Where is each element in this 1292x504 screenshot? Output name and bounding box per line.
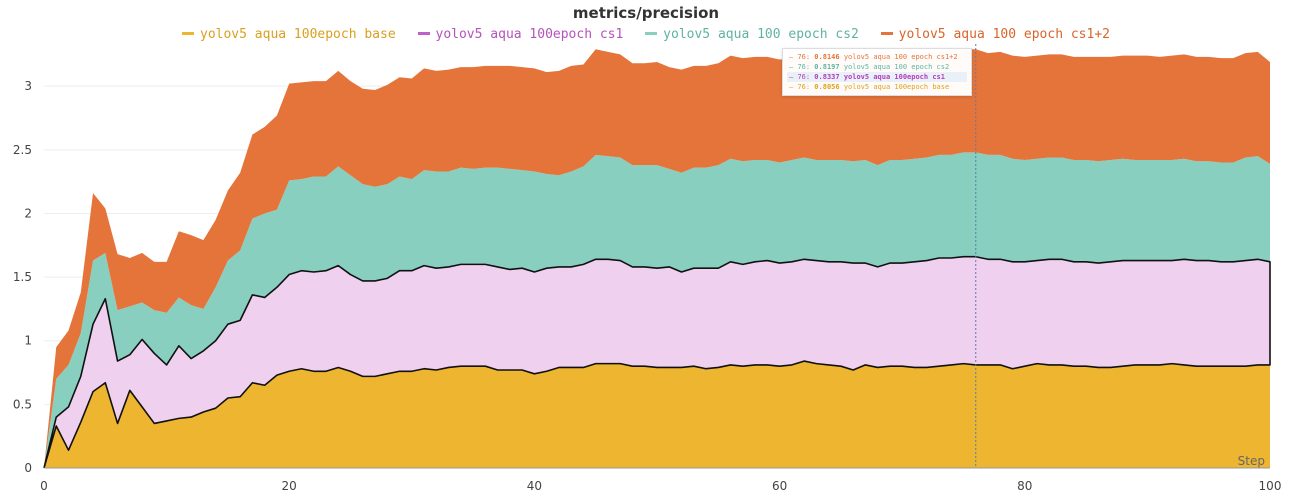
legend-swatch-cs2 [645,32,658,35]
area-series-3 [44,49,1270,468]
tooltip-swatch: — [789,53,798,61]
tooltip-series-name: yolov5 aqua 100epoch cs1 [843,73,945,81]
legend-item-cs1-2[interactable]: yolov5 aqua 100 epoch cs1+2 [880,27,1110,42]
x-tick-label-3: 60 [772,479,787,493]
legend-swatch-cs1-2 [880,32,893,35]
y-tick-label-2: 1 [24,334,32,348]
tooltip-swatch: — [789,73,798,81]
x-tick-label-5: 100 [1259,479,1282,493]
tooltip-swatch: — [789,63,798,71]
legend-swatch-cs1 [417,32,430,35]
legend-item-base[interactable]: yolov5 aqua 100epoch base [182,27,396,42]
tooltip-row: — 76: 0.8337 yolov5 aqua 100epoch cs1 [787,72,967,82]
area-series-2 [44,152,1270,468]
legend-item-cs2[interactable]: yolov5 aqua 100 epoch cs2 [645,27,859,42]
tooltip-step: 76: [797,53,815,61]
area-series-1 [44,256,1270,468]
tooltip-swatch: — [789,83,798,91]
legend-label-base: yolov5 aqua 100epoch base [200,27,396,42]
tooltip-series-name: yolov5 aqua 100 epoch cs2 [843,63,950,71]
x-axis-label: Step [1238,454,1265,468]
tooltip-step: 76: [797,63,815,71]
y-tick-label-3: 1.5 [13,270,32,284]
legend-label-cs1-2: yolov5 aqua 100 epoch cs1+2 [898,27,1110,42]
tooltip-row: — 76: 0.8146 yolov5 aqua 100 epoch cs1+2 [787,52,967,62]
legend-item-cs1[interactable]: yolov5 aqua 100epoch cs1 [417,27,624,42]
x-tick-label-2: 40 [527,479,542,493]
chart-legend: yolov5 aqua 100epoch base yolov5 aqua 10… [0,27,1292,42]
y-tick-label-1: 0.5 [13,397,32,411]
y-tick-label-5: 2.5 [13,143,32,157]
hover-tooltip: — 76: 0.8146 yolov5 aqua 100 epoch cs1+2… [782,48,972,96]
chart-title: metrics/precision [572,4,720,22]
y-tick-label-6: 3 [24,79,32,93]
tooltip-row: — 76: 0.8197 yolov5 aqua 100 epoch cs2 [787,62,967,72]
area-series-0 [44,361,1270,468]
x-tick-label-4: 80 [1017,479,1032,493]
tooltip-step: 76: [797,83,815,91]
tooltip-series-name: yolov5 aqua 100epoch base [843,83,950,91]
x-tick-label-1: 20 [282,479,297,493]
highlight-outline-series-1 [43,255,1271,469]
tooltip-value: 0.8337 [814,73,844,81]
tooltip-value: 0.8146 [814,53,844,61]
y-tick-label-0: 0 [24,461,32,475]
legend-swatch-base [182,32,194,35]
legend-label-cs2: yolov5 aqua 100 epoch cs2 [663,27,859,42]
x-tick-label-0: 0 [40,479,48,493]
y-tick-label-4: 2 [24,206,32,220]
tooltip-series-name: yolov5 aqua 100 epoch cs1+2 [843,53,958,61]
legend-label-cs1: yolov5 aqua 100epoch cs1 [435,27,624,42]
tooltip-value: 0.8056 [814,83,844,91]
tooltip-step: 76: [797,73,815,81]
tooltip-value: 0.8197 [814,63,844,71]
tooltip-row: — 76: 0.8056 yolov5 aqua 100epoch base [787,82,967,92]
